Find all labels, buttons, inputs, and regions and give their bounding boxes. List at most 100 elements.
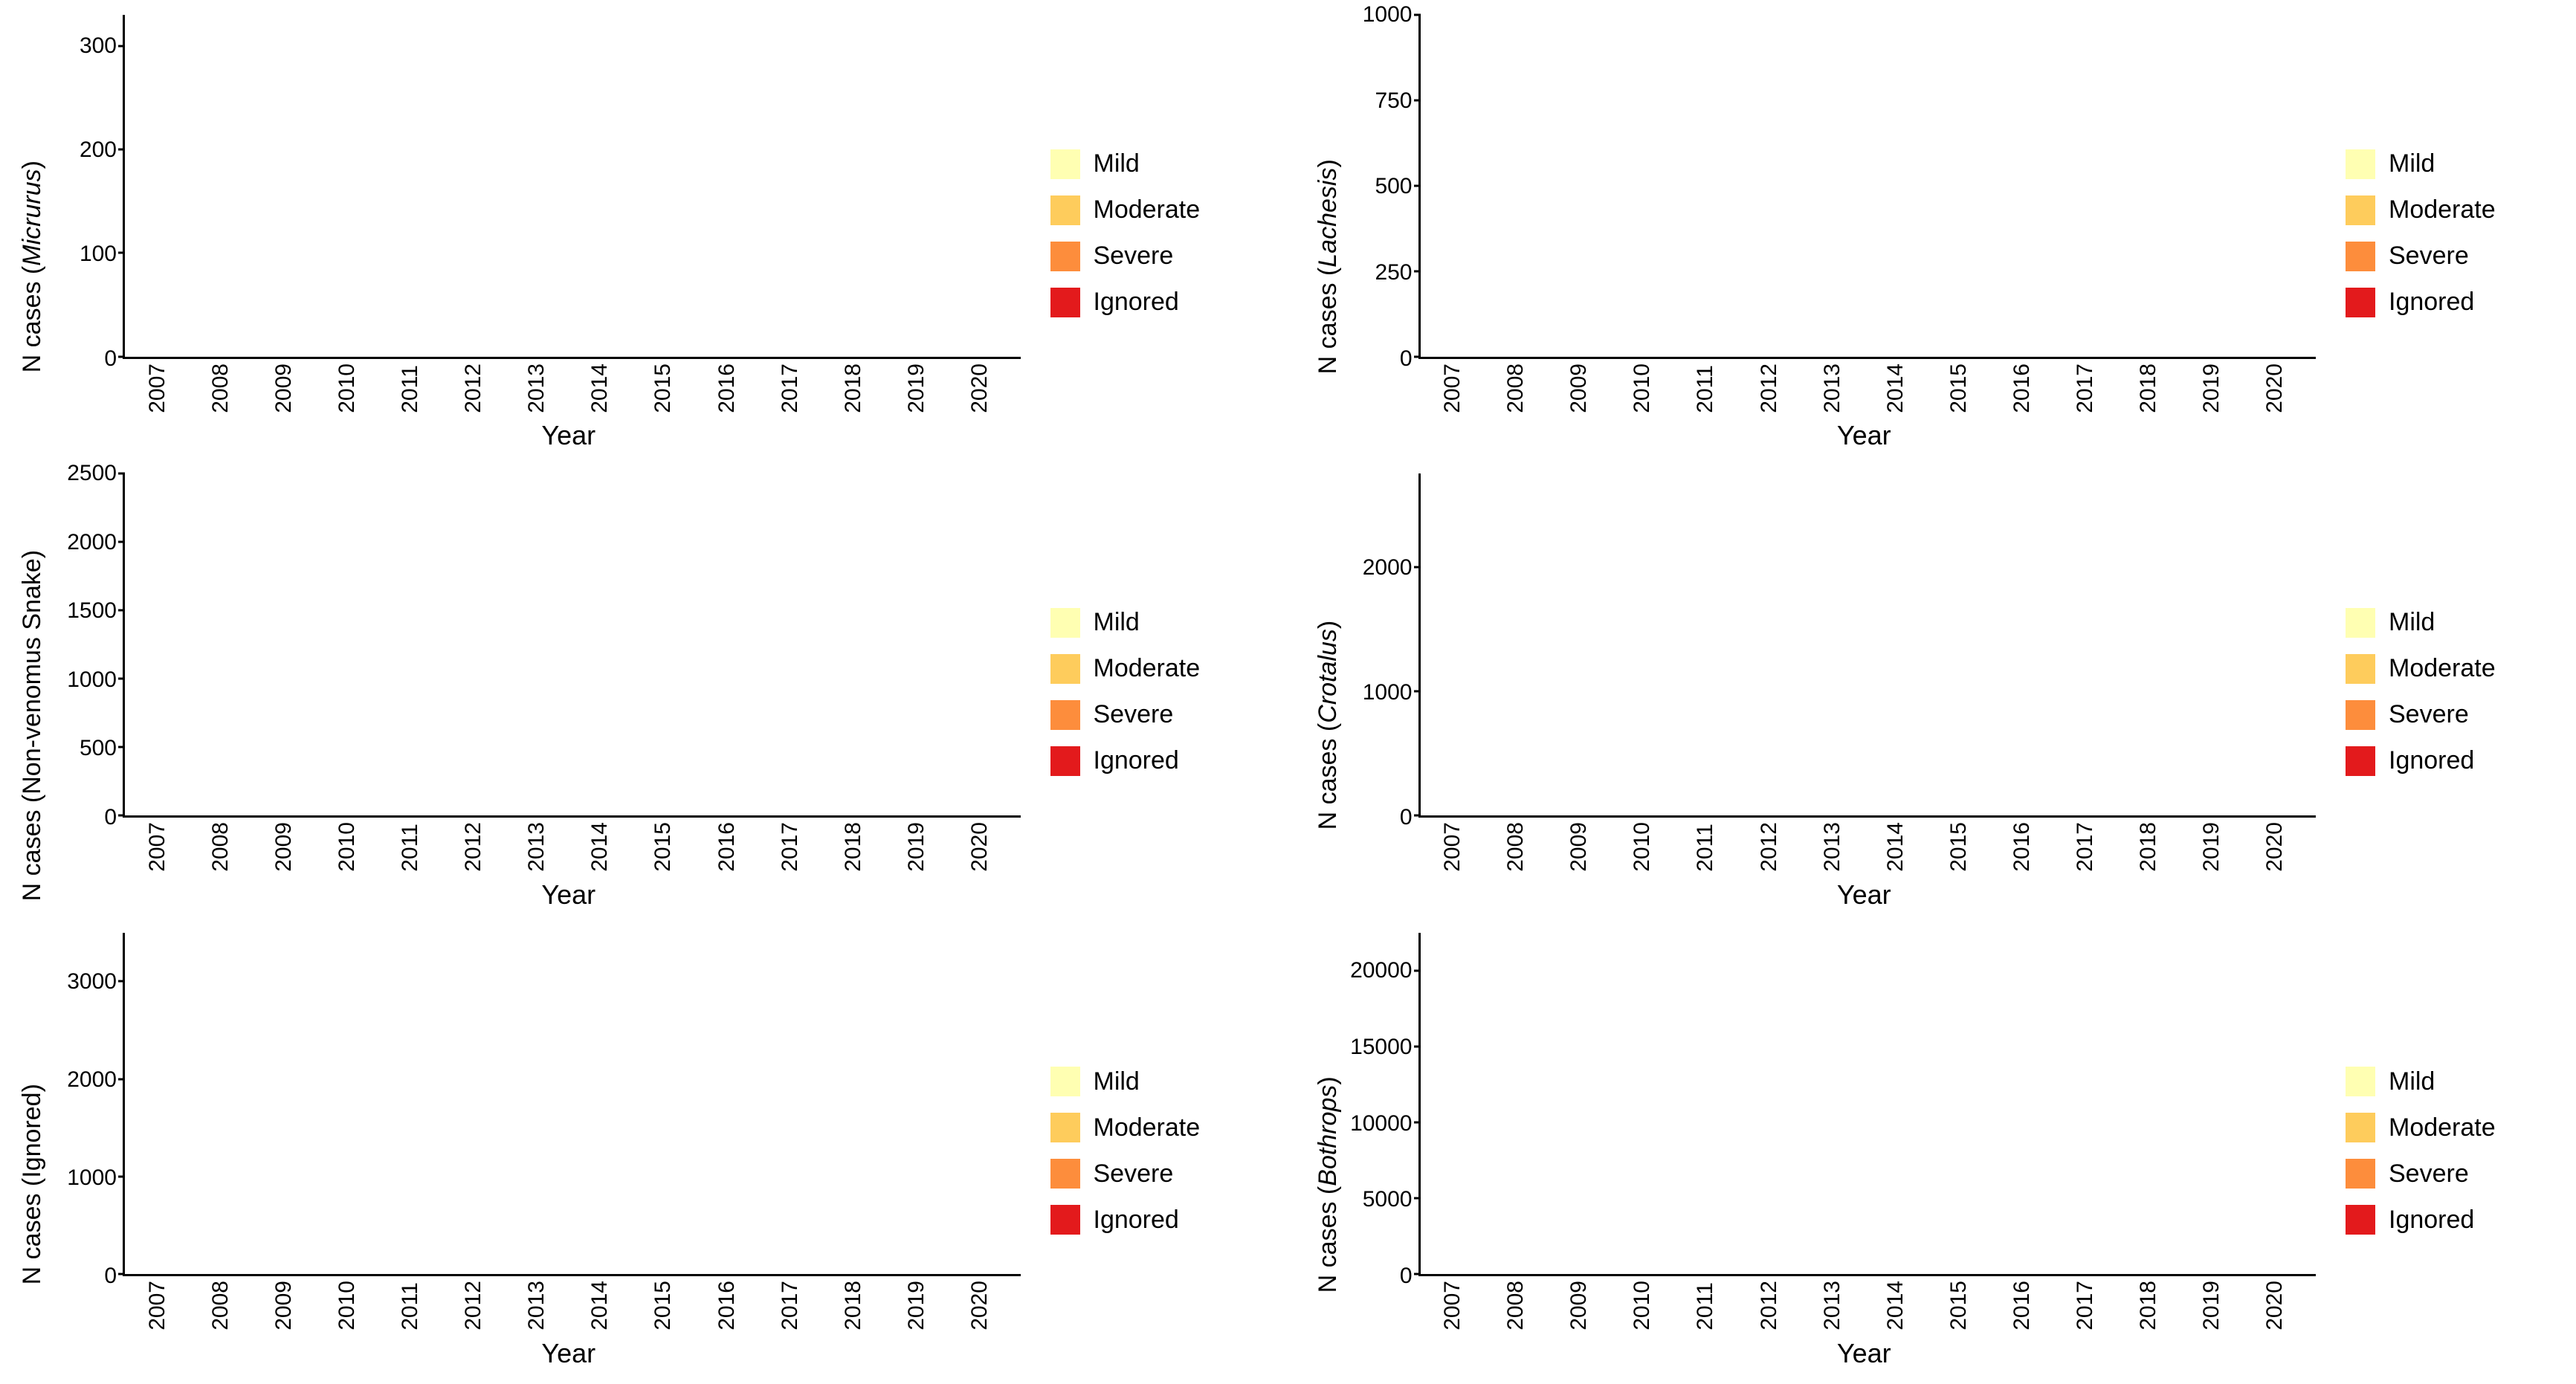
- x-tick: 2011: [1693, 822, 1718, 875]
- legend-item: Moderate: [1050, 195, 1259, 225]
- legend-label: Severe: [1094, 700, 1174, 729]
- bars-container: [1421, 485, 2317, 815]
- y-axis-title-italic: Bothrops: [1314, 1084, 1342, 1186]
- legend-item: Severe: [2346, 700, 2554, 730]
- x-tick: 2008: [208, 363, 233, 416]
- x-tick: 2015: [1946, 363, 1972, 416]
- x-tick: 2008: [208, 822, 233, 875]
- y-axis-title-prefix: N cases (: [1314, 1186, 1342, 1293]
- x-tick: 2020: [2262, 1281, 2288, 1333]
- panel-bothrops: N cases (Bothrops)2000015000100005000020…: [1311, 933, 2562, 1369]
- legend-label: Moderate: [1094, 654, 1201, 683]
- y-tick-mark: [1414, 184, 1421, 187]
- x-tick: 2011: [1693, 363, 1718, 416]
- y-tick-mark: [1414, 99, 1421, 101]
- x-tick: 2017: [2073, 822, 2098, 875]
- x-axis-title: Year: [1413, 415, 2317, 451]
- x-tick: 2015: [1946, 822, 1972, 875]
- x-axis-title: Year: [1413, 1333, 2317, 1369]
- panel-nonvenomous: N cases (Non-venomus Snake)2500200015001…: [15, 473, 1266, 910]
- legend-item: Ignored: [2346, 1205, 2554, 1235]
- x-tick: 2009: [1566, 1281, 1592, 1333]
- x-tick: 2010: [1630, 1281, 1655, 1333]
- x-tick: 2017: [2073, 1281, 2098, 1333]
- x-tick: 2019: [904, 1281, 929, 1333]
- legend: MildModerateSevereIgnored: [2316, 473, 2561, 910]
- x-tick: 2012: [1757, 1281, 1782, 1333]
- x-ticks: 2007200820092010201120122013201420152016…: [117, 359, 1021, 416]
- y-ticks: 20000150001000050000: [1346, 933, 1418, 1277]
- legend-item: Severe: [2346, 1159, 2554, 1189]
- x-tick: 2016: [2010, 1281, 2035, 1333]
- x-tick: 2007: [1440, 822, 1465, 875]
- bars-container: [125, 945, 1021, 1275]
- x-tick: 2018: [841, 1281, 866, 1333]
- y-ticks: 3002001000: [50, 15, 123, 359]
- x-tick: 2018: [2136, 822, 2161, 875]
- y-axis-title-suffix: ): [1314, 621, 1342, 629]
- legend-label: Mild: [1094, 608, 1140, 637]
- legend-swatch: [1050, 700, 1080, 730]
- y-ticks: 200010000: [1346, 473, 1418, 818]
- x-tick: 2014: [587, 1281, 613, 1333]
- legend-item: Mild: [2346, 608, 2554, 638]
- legend-swatch: [1050, 195, 1080, 225]
- x-axis-title: Year: [117, 415, 1021, 451]
- x-axis-title: Year: [117, 1333, 1021, 1369]
- x-tick: 2012: [461, 363, 486, 416]
- legend-label: Severe: [2389, 700, 2469, 729]
- y-tick-mark: [118, 355, 125, 358]
- x-tick: 2013: [524, 1281, 549, 1333]
- legend-label: Moderate: [2389, 195, 2496, 224]
- x-tick: 2007: [145, 1281, 170, 1333]
- x-tick: 2014: [587, 822, 613, 875]
- panel-crotalus: N cases (Crotalus)2000100002007200820092…: [1311, 473, 2562, 910]
- x-tick: 2015: [1946, 1281, 1972, 1333]
- x-tick: 2016: [2010, 822, 2035, 875]
- plot-frame: [123, 15, 1021, 359]
- x-tick: 2018: [841, 363, 866, 416]
- legend-label: Ignored: [2389, 288, 2474, 317]
- y-tick-mark: [118, 149, 125, 151]
- y-axis-title-prefix: N cases (: [18, 266, 46, 373]
- legend-label: Ignored: [2389, 1206, 2474, 1235]
- bars-container: [125, 27, 1021, 357]
- x-tick: 2020: [967, 363, 992, 416]
- x-tick: 2020: [2262, 822, 2288, 875]
- x-tick: 2019: [2199, 1281, 2224, 1333]
- legend-item: Moderate: [2346, 654, 2554, 684]
- x-tick: 2013: [524, 363, 549, 416]
- y-ticks: 25002000150010005000: [50, 473, 123, 818]
- x-tick: 2018: [841, 822, 866, 875]
- legend-label: Moderate: [2389, 654, 2496, 683]
- figure-grid: N cases (Micrurus)3002001000200720082009…: [0, 0, 2576, 1384]
- x-tick: 2019: [2199, 363, 2224, 416]
- x-tick: 2013: [1820, 1281, 1845, 1333]
- y-axis-title: N cases (Ignored): [15, 933, 50, 1369]
- x-tick: 2014: [1883, 363, 1908, 416]
- x-tick: 2015: [651, 822, 676, 875]
- x-tick: 2020: [967, 1281, 992, 1333]
- y-tick-mark: [1414, 1045, 1421, 1047]
- x-axis-title: Year: [1413, 875, 2317, 911]
- y-tick-mark: [1414, 14, 1421, 16]
- plot-frame: [1418, 933, 2317, 1277]
- x-tick: 2013: [1820, 822, 1845, 875]
- y-ticks: 3000200010000: [50, 933, 123, 1277]
- legend-label: Ignored: [1094, 746, 1179, 775]
- legend-item: Moderate: [2346, 1113, 2554, 1142]
- y-tick-mark: [1414, 566, 1421, 568]
- x-tick: 2007: [145, 822, 170, 875]
- x-tick: 2011: [398, 363, 423, 416]
- x-tick: 2009: [271, 1281, 297, 1333]
- y-tick-mark: [118, 609, 125, 612]
- legend-swatch: [1050, 608, 1080, 638]
- y-tick-mark: [1414, 1121, 1421, 1123]
- x-tick: 2008: [1503, 822, 1529, 875]
- legend-label: Severe: [2389, 1160, 2469, 1189]
- legend-swatch: [1050, 149, 1080, 179]
- y-axis-title-suffix: ): [18, 161, 46, 169]
- panel-ignored: N cases (Ignored)30002000100002007200820…: [15, 933, 1266, 1369]
- x-tick: 2009: [1566, 363, 1592, 416]
- legend-label: Severe: [2389, 242, 2469, 271]
